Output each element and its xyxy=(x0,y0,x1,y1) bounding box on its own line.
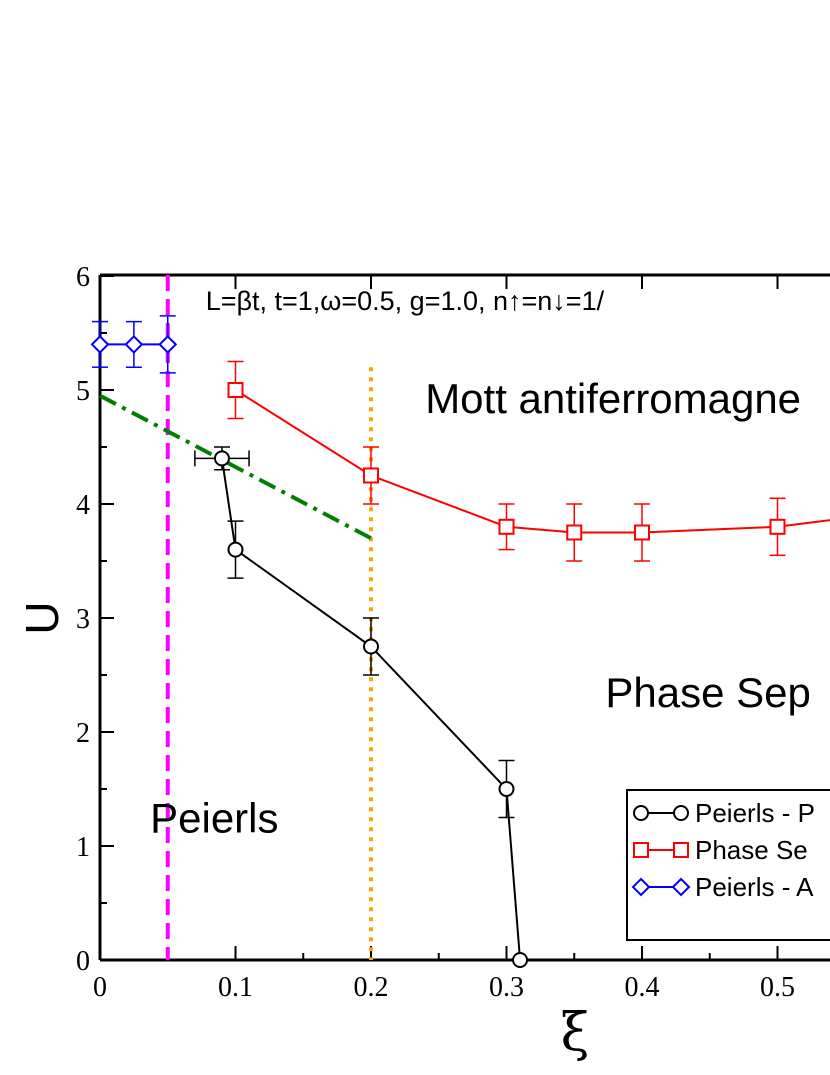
data-point-square xyxy=(498,518,515,535)
series-square xyxy=(227,360,830,562)
data-point-circle xyxy=(673,805,689,821)
x-axis-label: ξ xyxy=(561,1003,590,1063)
data-point-square xyxy=(769,518,786,535)
x-tick-label: 0.3 xyxy=(489,972,524,1003)
data-point-circle xyxy=(227,541,244,558)
data-point-circle xyxy=(633,805,649,821)
data-point-diamond xyxy=(671,877,691,897)
x-tick-label: 0 xyxy=(93,972,107,1003)
axes: 0 0.1 0.2 0.3 0.4 0.5 0 1 2 3 4 5 6 ξ U xyxy=(16,262,830,1063)
data-point-circle xyxy=(363,638,379,655)
annotation-text: Peierls xyxy=(150,794,278,841)
data-point-square xyxy=(363,467,379,484)
data-point-diamond xyxy=(124,334,144,354)
data-point-square xyxy=(566,524,583,541)
data-series xyxy=(90,315,830,968)
x-tick-label: 0.4 xyxy=(625,972,660,1003)
annotation-text: L=βt, t=1,ω=0.5, g=1.0, n↑=n↓=1/ xyxy=(206,286,605,316)
legend-label: Peierls - A xyxy=(695,872,814,902)
data-point-square xyxy=(633,842,649,858)
data-point-square xyxy=(227,382,244,398)
data-point-circle xyxy=(512,952,529,968)
legend-label: Peierls - P xyxy=(695,798,815,828)
data-point-diamond xyxy=(90,334,110,354)
data-point-circle xyxy=(213,450,230,467)
annotations: L=βt, t=1,ω=0.5, g=1.0, n↑=n↓=1/Mott ant… xyxy=(150,286,811,841)
legend: Peierls - P Phase Se Peierls - A xyxy=(626,789,830,941)
y-tick-label: 0 xyxy=(76,946,90,977)
data-point-diamond xyxy=(631,877,651,897)
reference-line-dash-dot xyxy=(99,393,372,540)
annotation-text: Phase Sep xyxy=(605,669,811,716)
data-point-square xyxy=(673,842,689,858)
data-point-square xyxy=(634,524,650,541)
data-point-diamond xyxy=(158,334,178,354)
reference-lines xyxy=(99,275,373,960)
y-tick-label: 2 xyxy=(76,718,90,749)
annotation-text: Mott antiferromagne xyxy=(425,375,801,422)
y-tick-label: 6 xyxy=(76,262,90,293)
y-axis-label: U xyxy=(16,601,68,634)
y-tick-label: 5 xyxy=(76,376,90,407)
x-tick-label: 0.2 xyxy=(354,972,389,1003)
legend-box xyxy=(626,789,830,941)
y-tick-label: 3 xyxy=(76,604,90,635)
series-circle xyxy=(194,446,529,968)
series-diamond xyxy=(90,315,178,374)
y-tick-label: 1 xyxy=(76,832,90,863)
x-tick-label: 0.1 xyxy=(218,972,253,1003)
y-tick-label: 4 xyxy=(76,490,90,521)
data-point-circle xyxy=(498,781,515,797)
legend-label: Phase Se xyxy=(695,835,808,865)
x-tick-label: 0.5 xyxy=(760,972,795,1003)
